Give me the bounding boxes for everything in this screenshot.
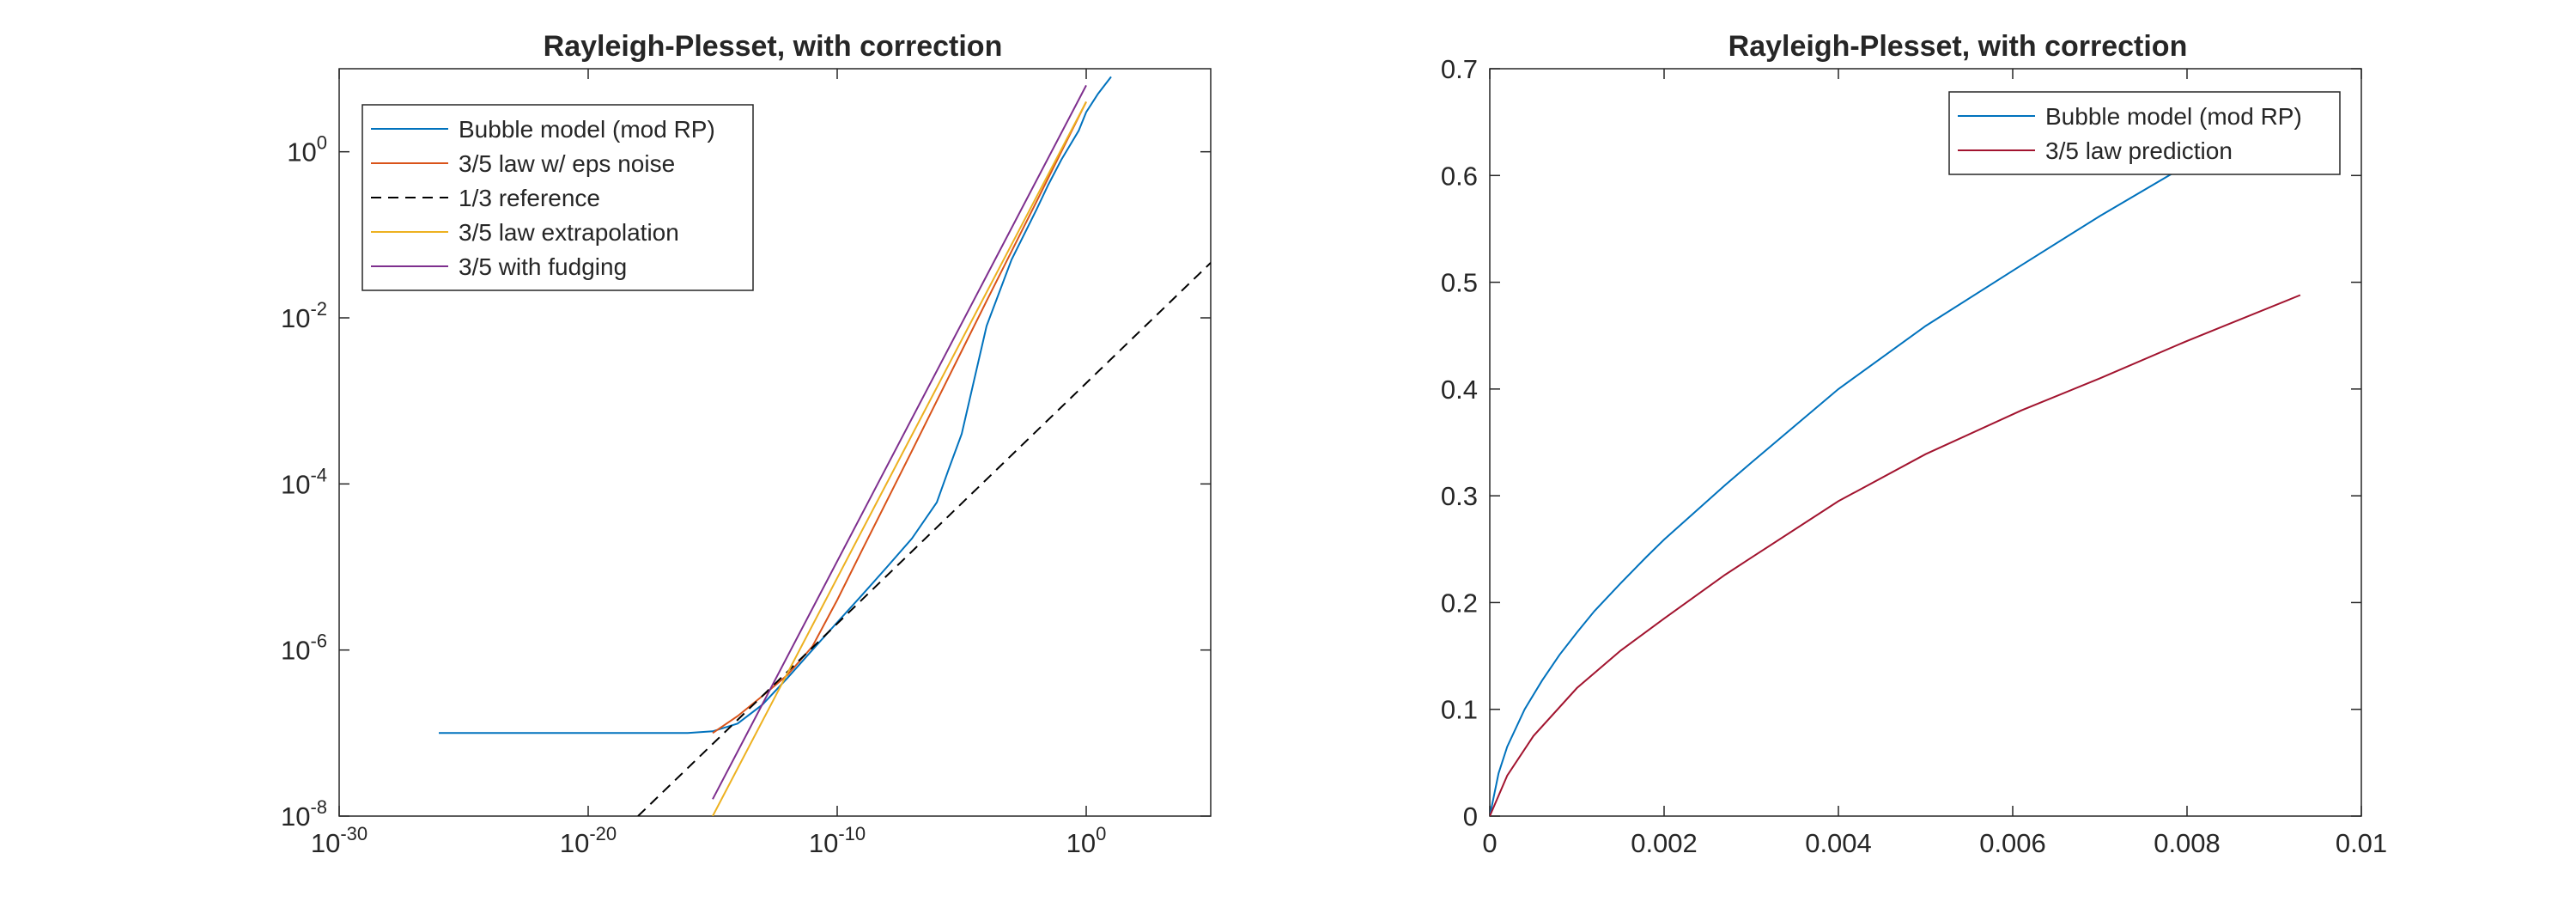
y-tick-label: 10-2 xyxy=(281,298,327,333)
series-line-3 xyxy=(637,262,1211,816)
left-chart-title: Rayleigh-Plesset, with correction xyxy=(544,30,1003,63)
x-tick-label: 10-30 xyxy=(311,823,368,858)
y-tick-label: 100 xyxy=(287,132,327,168)
axes-box xyxy=(338,68,1212,817)
y-tick-label: 0.7 xyxy=(1441,54,1478,84)
y-tick-label: 0.2 xyxy=(1441,588,1478,618)
series-line-1 xyxy=(1490,149,2214,816)
left-chart-legend: Bubble model (mod RP) 3/5 law w/ eps nois… xyxy=(361,104,754,291)
x-tick-label: 0.01 xyxy=(2336,828,2387,858)
legend-label: Bubble model (mod RP) xyxy=(2045,103,2302,130)
y-tick-label: 10-6 xyxy=(281,631,327,666)
legend-label: 3/5 law prediction xyxy=(2045,137,2233,164)
series-line-2 xyxy=(1490,294,2301,816)
series-line-2 xyxy=(712,101,1087,734)
y-tick-label: 0 xyxy=(1463,801,1478,832)
legend-label: 3/5 law w/ eps noise xyxy=(459,150,675,177)
legend-label: 3/5 with fudging xyxy=(459,253,627,280)
x-tick-label: 0.006 xyxy=(1979,828,2046,858)
left-chart-panel: Rayleigh-Plesset, with correction 10-30 1… xyxy=(281,30,1212,858)
y-tick-label: 0.5 xyxy=(1441,268,1478,298)
x-tick-label: 0.002 xyxy=(1631,828,1698,858)
y-tick-label: 0.1 xyxy=(1441,695,1478,725)
x-tick-label: 100 xyxy=(1066,823,1107,858)
y-tick-label: 0.6 xyxy=(1441,161,1478,191)
x-tick-label: 0.004 xyxy=(1805,828,1872,858)
right-chart-plot-area: 0 0.002 0.004 0.006 0.008 0.01 0 0.1 0.2 0.3 0.4 0.… xyxy=(1441,54,2387,858)
series-line-4 xyxy=(712,101,1087,816)
x-tick-label: 0.008 xyxy=(2154,828,2221,858)
legend-label: 1/3 reference xyxy=(459,185,600,211)
y-tick-label: 10-4 xyxy=(281,464,327,499)
x-tick-label: 10-20 xyxy=(560,823,617,858)
legend-label: 3/5 law extrapolation xyxy=(459,219,679,246)
axes-box xyxy=(1489,68,2362,817)
y-tick-label: 0.4 xyxy=(1441,375,1478,405)
right-chart-title: Rayleigh-Plesset, with correction xyxy=(1728,30,2188,63)
legend-label: Bubble model (mod RP) xyxy=(459,116,715,143)
right-chart-panel: Rayleigh-Plesset, with correction 0 0.002… xyxy=(1441,30,2387,858)
x-tick-label: 0 xyxy=(1482,828,1497,858)
series-line-1 xyxy=(439,76,1112,734)
left-chart-plot-area: 10-30 10-20 10-10 100 10-8 10-6 10-4 10-2 100 xyxy=(281,68,1212,858)
series-line-5 xyxy=(712,84,1087,800)
legend-box xyxy=(1948,91,2341,175)
y-tick-label: 0.3 xyxy=(1441,481,1478,511)
y-tick-label: 10-8 xyxy=(281,796,327,832)
x-tick-label: 10-10 xyxy=(809,823,866,858)
right-chart-legend: Bubble model (mod RP) 3/5 law prediction xyxy=(1948,91,2341,175)
